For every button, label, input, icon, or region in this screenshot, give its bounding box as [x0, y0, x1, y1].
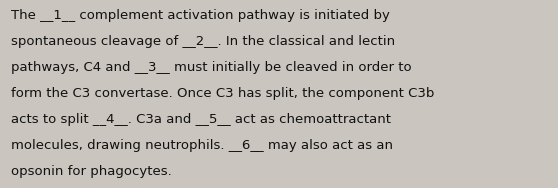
- Text: The __1__ complement activation pathway is initiated by: The __1__ complement activation pathway …: [11, 9, 390, 22]
- Text: pathways, C4 and __3__ must initially be cleaved in order to: pathways, C4 and __3__ must initially be…: [11, 61, 412, 74]
- Text: opsonin for phagocytes.: opsonin for phagocytes.: [11, 165, 172, 178]
- Text: spontaneous cleavage of __2__. In the classical and lectin: spontaneous cleavage of __2__. In the cl…: [11, 35, 395, 48]
- Text: form the C3 convertase. Once C3 has split, the component C3b: form the C3 convertase. Once C3 has spli…: [11, 87, 435, 100]
- Text: molecules, drawing neutrophils. __6__ may also act as an: molecules, drawing neutrophils. __6__ ma…: [11, 139, 393, 152]
- Text: acts to split __4__. C3a and __5__ act as chemoattractant: acts to split __4__. C3a and __5__ act a…: [11, 113, 391, 126]
